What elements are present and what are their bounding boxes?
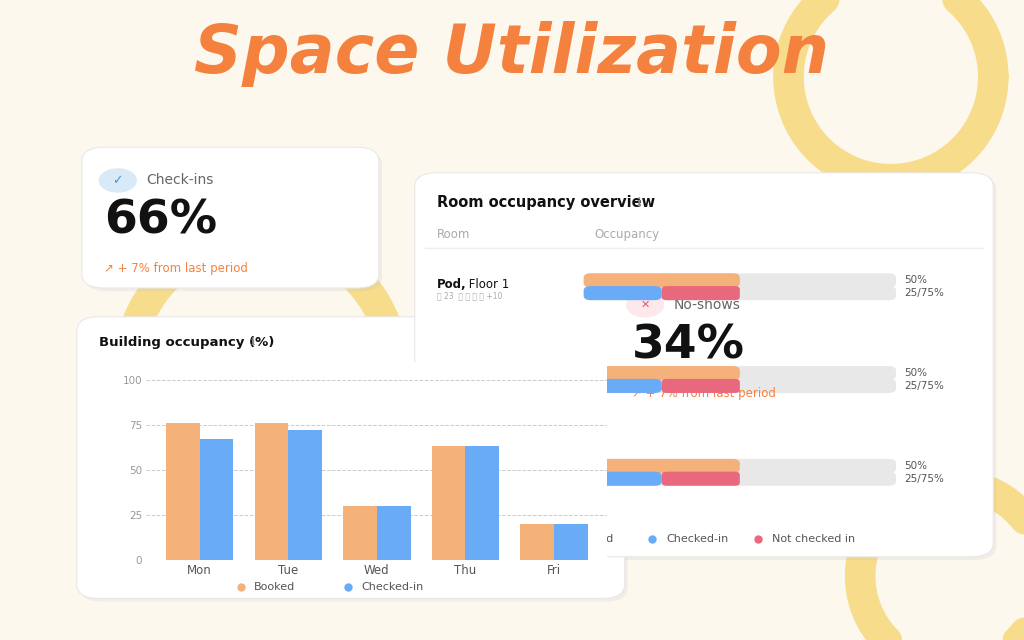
Text: ✓: ✓ (113, 174, 123, 187)
Bar (166, 423, 200, 560)
Bar (255, 423, 288, 560)
Text: 25/75%: 25/75% (904, 381, 944, 391)
Bar (466, 446, 499, 560)
Text: Checked-in: Checked-in (667, 534, 729, 544)
FancyBboxPatch shape (584, 379, 662, 393)
Text: 34%: 34% (632, 323, 744, 368)
FancyBboxPatch shape (584, 472, 662, 486)
FancyBboxPatch shape (77, 317, 625, 598)
Text: Pod,: Pod, (437, 278, 467, 291)
Text: Check-ins: Check-ins (146, 173, 214, 188)
FancyBboxPatch shape (584, 286, 662, 300)
Text: ℹ: ℹ (637, 196, 641, 209)
FancyBboxPatch shape (80, 320, 628, 602)
Bar (520, 524, 554, 560)
Text: 50%: 50% (904, 368, 927, 378)
Text: Building occupancy (%): Building occupancy (%) (99, 336, 274, 349)
Bar (554, 524, 588, 560)
FancyBboxPatch shape (584, 379, 896, 393)
Bar (377, 506, 411, 560)
FancyBboxPatch shape (612, 275, 950, 416)
Text: ↗ + 7% from last period: ↗ + 7% from last period (104, 262, 249, 275)
FancyBboxPatch shape (584, 459, 896, 473)
Bar (200, 439, 233, 560)
FancyBboxPatch shape (82, 147, 379, 288)
Text: Booked: Booked (572, 534, 613, 544)
Bar (288, 430, 322, 560)
Text: 👥 23  📷 🎵 🖥 🔌 +10: 👥 23 📷 🎵 🖥 🔌 +10 (437, 292, 503, 301)
FancyBboxPatch shape (584, 366, 739, 380)
Text: Floor 2: Floor 2 (465, 371, 509, 384)
Bar (343, 506, 377, 560)
Text: Booth,: Booth, (437, 464, 481, 477)
Bar (432, 446, 466, 560)
FancyBboxPatch shape (584, 366, 896, 380)
Text: Space Utilization: Space Utilization (195, 21, 829, 88)
Text: 👥 23  📷 🎵 🖥 🔌 +10: 👥 23 📷 🎵 🖥 🔌 +10 (437, 477, 503, 486)
FancyBboxPatch shape (584, 273, 739, 287)
Text: No-shows: No-shows (674, 298, 740, 312)
Circle shape (627, 294, 664, 317)
FancyBboxPatch shape (584, 286, 896, 300)
Text: 👥 23  📷 🎵 🖥 🔌 +10: 👥 23 📷 🎵 🖥 🔌 +10 (437, 385, 503, 394)
FancyBboxPatch shape (85, 150, 382, 291)
Text: See more: See more (437, 532, 494, 545)
Text: Checked-in: Checked-in (361, 582, 424, 592)
FancyBboxPatch shape (662, 379, 739, 393)
Point (977, 244, 989, 252)
Text: ✕: ✕ (640, 300, 650, 310)
FancyBboxPatch shape (584, 273, 896, 287)
Text: Room: Room (437, 228, 471, 241)
FancyBboxPatch shape (662, 472, 739, 486)
Text: Floor 1: Floor 1 (465, 278, 509, 291)
Text: 66%: 66% (104, 198, 217, 243)
Text: 50%: 50% (904, 461, 927, 471)
FancyBboxPatch shape (418, 176, 996, 560)
Text: Pod,: Pod, (437, 371, 467, 384)
Text: ℹ: ℹ (251, 337, 255, 348)
FancyBboxPatch shape (662, 286, 739, 300)
Point (419, 244, 431, 252)
Text: Floor 3: Floor 3 (479, 464, 523, 477)
Text: ↗ + 7% from last period: ↗ + 7% from last period (632, 387, 776, 400)
FancyBboxPatch shape (584, 459, 739, 473)
FancyBboxPatch shape (415, 173, 993, 557)
Text: Room occupancy overview: Room occupancy overview (437, 195, 655, 211)
FancyBboxPatch shape (609, 272, 947, 413)
Text: 25/75%: 25/75% (904, 288, 944, 298)
Text: Booked: Booked (254, 582, 295, 592)
Text: 50%: 50% (904, 275, 927, 285)
Text: 25/75%: 25/75% (904, 474, 944, 484)
Circle shape (99, 169, 136, 192)
Text: Not checked in: Not checked in (772, 534, 855, 544)
FancyBboxPatch shape (584, 472, 896, 486)
Text: Occupancy: Occupancy (594, 228, 659, 241)
